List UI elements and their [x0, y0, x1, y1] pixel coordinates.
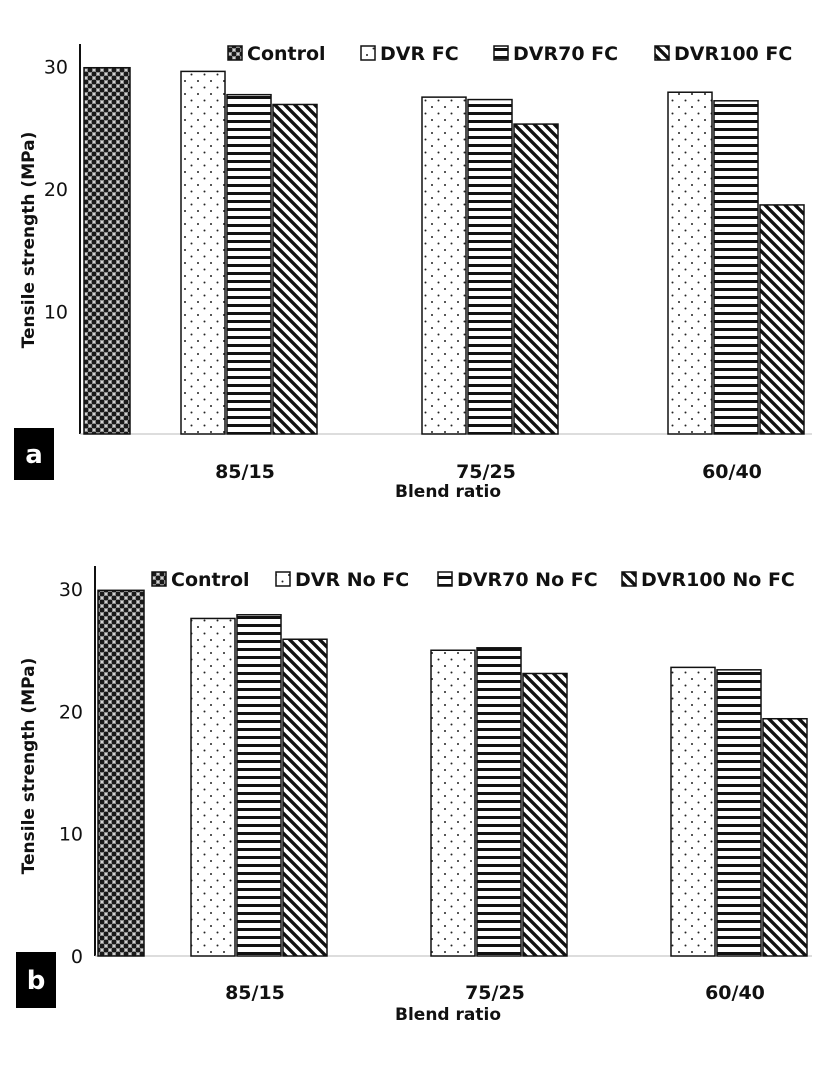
legend-label: Control	[171, 569, 250, 591]
bar-dvr100-no-fc-60-40	[762, 717, 808, 957]
legend-label: DVR100 FC	[674, 43, 792, 65]
legend-swatch-dvr100-no-fc	[621, 571, 637, 587]
y-axis-title: Tensile strength (MPa)	[19, 658, 39, 875]
y-tick-label: 30	[59, 579, 83, 601]
bar-dvr-fc-75-25	[421, 96, 467, 435]
category-label: 60/40	[705, 982, 765, 1004]
bar-dvr70-no-fc-85-15	[236, 614, 282, 957]
category-label: 85/15	[225, 982, 285, 1004]
legend-swatch-dvr70-no-fc	[437, 571, 453, 587]
bar-dvr100-fc-60-40	[759, 204, 805, 435]
legend-swatch-dvr-fc	[360, 45, 376, 61]
bar-control-85-15	[97, 589, 145, 957]
bar-dvr70-fc-85-15	[226, 93, 272, 435]
y-tick-label: 20	[59, 701, 83, 723]
legend-swatch-control	[151, 571, 167, 587]
y-tick-label: 10	[59, 824, 83, 846]
bar-dvr100-no-fc-75-25	[522, 672, 568, 957]
legend-label: DVR FC	[380, 43, 459, 65]
bar-dvr70-no-fc-60-40	[716, 669, 762, 957]
y-tick-label: 0	[71, 946, 83, 968]
y-tick-label: 10	[44, 302, 68, 324]
bar-dvr-no-fc-60-40	[670, 666, 716, 957]
bar-dvr100-fc-75-25	[513, 123, 559, 435]
bar-dvr100-no-fc-85-15	[282, 638, 328, 957]
bar-control-85-15	[83, 66, 131, 435]
legend-swatch-control	[227, 45, 243, 61]
legend-label: DVR70 No FC	[457, 569, 598, 591]
panel-label: a	[25, 440, 43, 470]
bar-dvr70-fc-60-40	[713, 100, 759, 435]
panel-label-box	[14, 428, 54, 480]
legend-label: DVR No FC	[295, 569, 409, 591]
y-tick-label: 20	[44, 179, 68, 201]
bar-dvr70-fc-75-25	[467, 98, 513, 435]
panel-label-box	[16, 952, 56, 1008]
x-axis-title: Blend ratio	[395, 482, 501, 502]
y-tick-label: 30	[44, 57, 68, 79]
legend-swatch-dvr100-fc	[654, 45, 670, 61]
legend-label: DVR70 FC	[513, 43, 618, 65]
y-axis-title: Tensile strength (MPa)	[19, 132, 39, 349]
legend-label: DVR100 No FC	[641, 569, 795, 591]
legend-swatch-dvr70-fc	[493, 45, 509, 61]
bar-dvr100-fc-85-15	[272, 103, 318, 435]
legend-label: Control	[247, 43, 326, 65]
bar-dvr-no-fc-75-25	[430, 649, 476, 957]
bar-dvr70-no-fc-75-25	[476, 647, 522, 957]
bar-dvr-no-fc-85-15	[190, 617, 236, 957]
category-label: 75/25	[456, 461, 516, 483]
bar-dvr-fc-85-15	[180, 70, 226, 435]
category-label: 85/15	[215, 461, 275, 483]
bar-dvr-fc-60-40	[667, 91, 713, 435]
legend-swatch-dvr-no-fc	[275, 571, 291, 587]
panel-label: b	[27, 966, 46, 996]
category-label: 60/40	[702, 461, 762, 483]
x-axis-title: Blend ratio	[395, 1005, 501, 1025]
category-label: 75/25	[465, 982, 525, 1004]
